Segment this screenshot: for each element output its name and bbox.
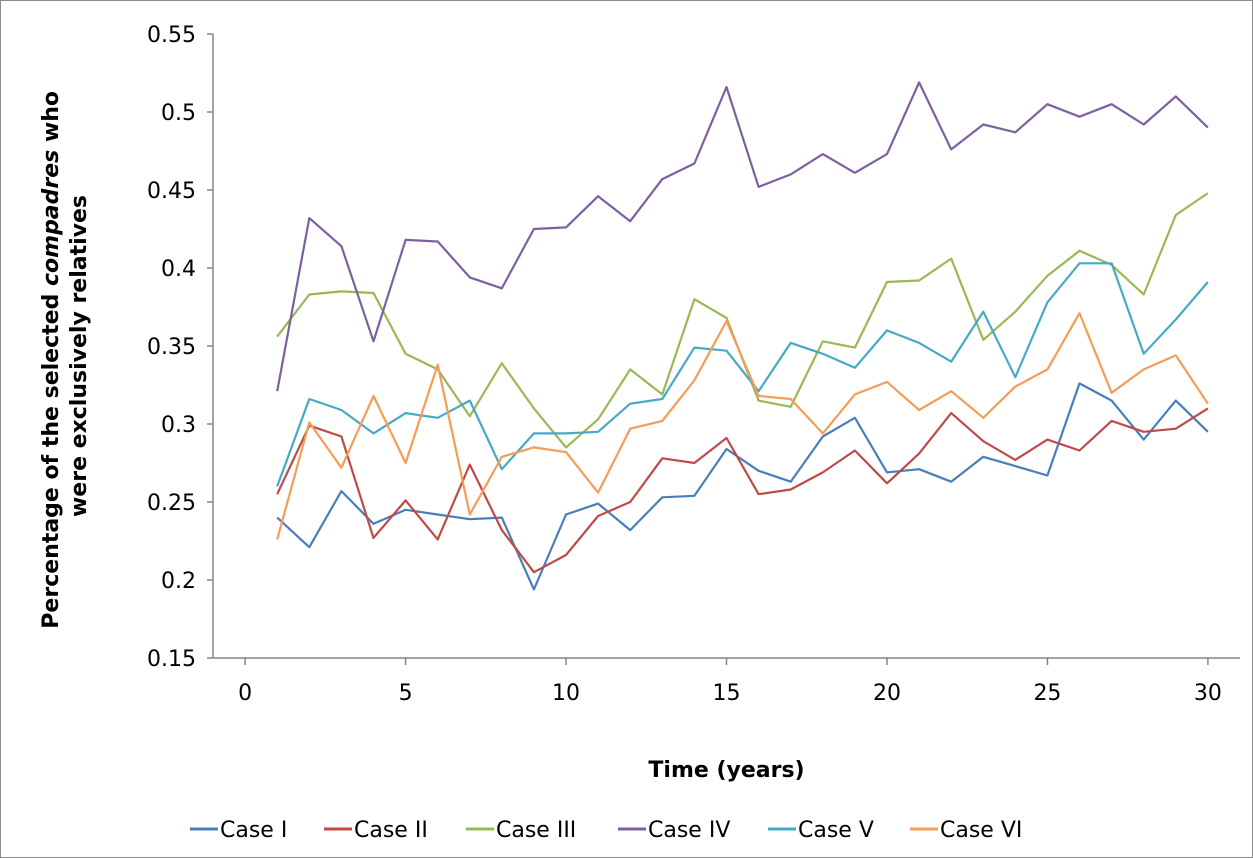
legend-label: Case VI — [940, 818, 1022, 843]
y-tick-label: 0.4 — [161, 257, 196, 282]
y-tick-label: 0.35 — [147, 335, 196, 360]
x-tick-label: 15 — [713, 681, 741, 706]
series-line-case-v — [276, 262, 1209, 487]
x-tick-label: 5 — [399, 681, 413, 706]
x-tick-label: 20 — [873, 681, 901, 706]
x-tick-label: 25 — [1033, 681, 1061, 706]
series-line-case-iv — [276, 81, 1209, 392]
y-tick-label: 0.45 — [147, 179, 196, 204]
x-tick-label: 10 — [552, 681, 580, 706]
x-axis-title: Time (years) — [648, 758, 804, 783]
legend-label: Case IV — [648, 818, 730, 843]
x-tick-label: 30 — [1194, 681, 1222, 706]
x-tick-label: 0 — [238, 681, 252, 706]
y-tick-label: 0.25 — [147, 491, 196, 516]
legend-item: Case I — [190, 818, 287, 843]
y-tick-label: 0.55 — [147, 23, 196, 48]
series-line-case-i — [276, 382, 1209, 591]
y-tick-label: 0.15 — [147, 647, 196, 672]
legend-item: Case III — [466, 818, 576, 843]
series-line-case-ii — [276, 407, 1209, 574]
y-axis-title-line1: Percentage of the selected compadres who — [39, 83, 64, 628]
y-axis-title: Percentage of the selected compadres who… — [39, 83, 92, 628]
y-tick-label: 0.5 — [161, 101, 196, 126]
legend: Case I Case II Case III Case IV Case V Case V… — [190, 818, 1022, 843]
legend-item: Case IV — [618, 818, 730, 843]
series-layer — [276, 81, 1209, 591]
legend-label: Case I — [220, 818, 287, 843]
y-tick-label: 0.2 — [161, 569, 196, 594]
axes: 0.15 0.2 0.25 0.3 0.35 0.4 0.45 0.5 0.55 0 5 10 15 20… — [147, 23, 1240, 706]
legend-item: Case VI — [910, 818, 1022, 843]
series-line-case-vi — [276, 312, 1209, 540]
legend-item: Case II — [324, 818, 428, 843]
legend-label: Case II — [354, 818, 428, 843]
y-axis-title-part3: who — [39, 91, 64, 150]
legend-label: Case III — [496, 818, 576, 843]
y-axis-title-part1: Percentage of the selected — [39, 286, 64, 629]
y-tick-label: 0.3 — [161, 413, 196, 438]
legend-label: Case V — [798, 818, 874, 843]
y-axis-title-italic: compadres — [39, 150, 64, 286]
y-axis-title-line2: were exclusively relatives — [67, 195, 92, 517]
legend-item: Case V — [768, 818, 874, 843]
